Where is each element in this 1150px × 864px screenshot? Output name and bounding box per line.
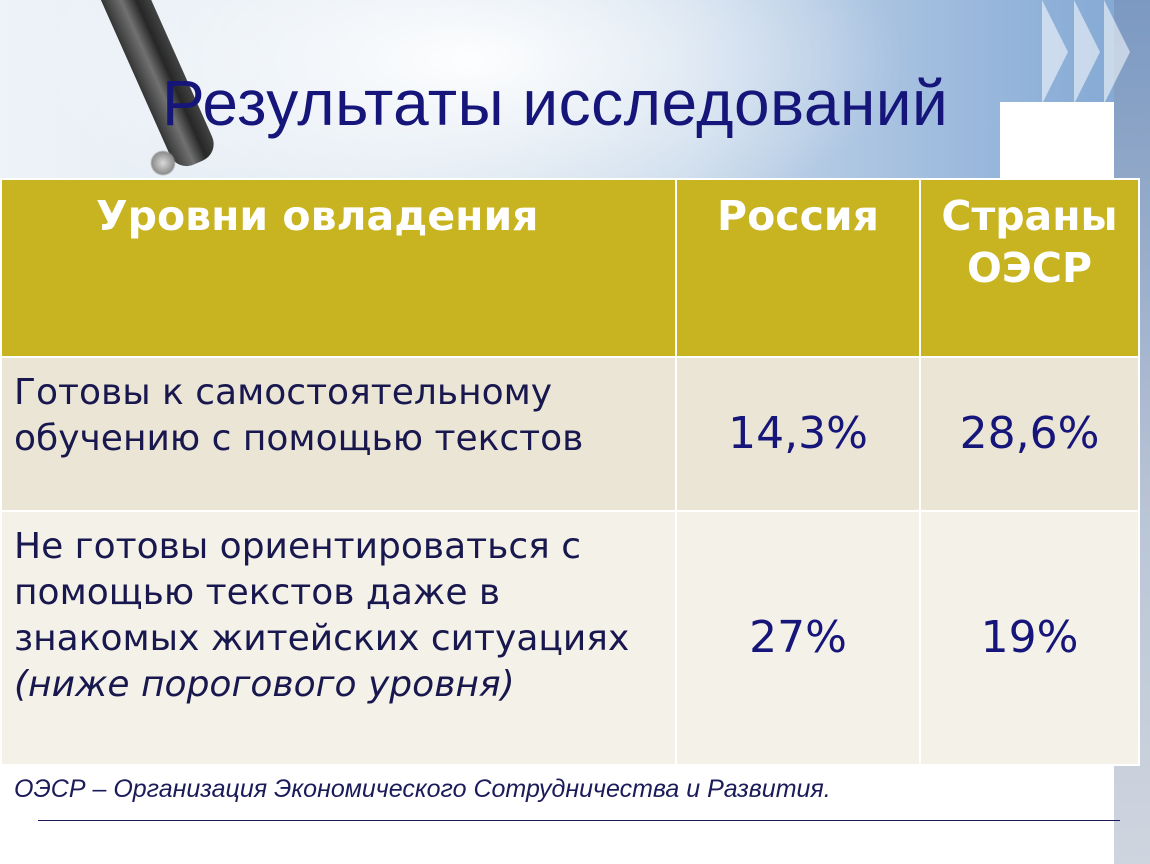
row-level-note: (ниже порогового уровня) bbox=[14, 664, 515, 705]
footnote: ОЭСР – Организация Экономического Сотруд… bbox=[14, 775, 831, 803]
row-russia-value: 27% bbox=[675, 510, 921, 766]
slide-title: Результаты исследований bbox=[162, 67, 949, 139]
header-oecd: Страны ОЭСР bbox=[919, 178, 1140, 358]
row-oecd-value: 28,6% bbox=[919, 356, 1140, 512]
row-level-label: Готовы к самостоятельному обучению с пом… bbox=[0, 356, 677, 512]
table-row: Не готовы ориентироваться с помощью текс… bbox=[0, 510, 1140, 766]
chevron-decoration-icon bbox=[1104, 0, 1130, 104]
header-russia: Россия bbox=[675, 178, 921, 358]
header-levels: Уровни овладения bbox=[0, 178, 677, 358]
decorative-white-panel bbox=[1000, 102, 1114, 182]
results-table: Уровни овладения Россия Страны ОЭСР Гото… bbox=[0, 178, 1140, 766]
row-oecd-value: 19% bbox=[919, 510, 1140, 766]
pen-tip-image bbox=[150, 150, 176, 176]
table-row: Готовы к самостоятельному обучению с пом… bbox=[0, 356, 1140, 512]
row-russia-value: 14,3% bbox=[675, 356, 921, 512]
chevron-decoration-icon bbox=[1042, 0, 1068, 104]
chevron-decoration-icon bbox=[1074, 0, 1100, 104]
row-level-cell: Не готовы ориентироваться с помощью текс… bbox=[0, 510, 677, 766]
footer-divider bbox=[38, 820, 1120, 821]
row-level-label: Не готовы ориентироваться с помощью текс… bbox=[14, 526, 630, 659]
table-header-row: Уровни овладения Россия Страны ОЭСР bbox=[0, 178, 1140, 358]
